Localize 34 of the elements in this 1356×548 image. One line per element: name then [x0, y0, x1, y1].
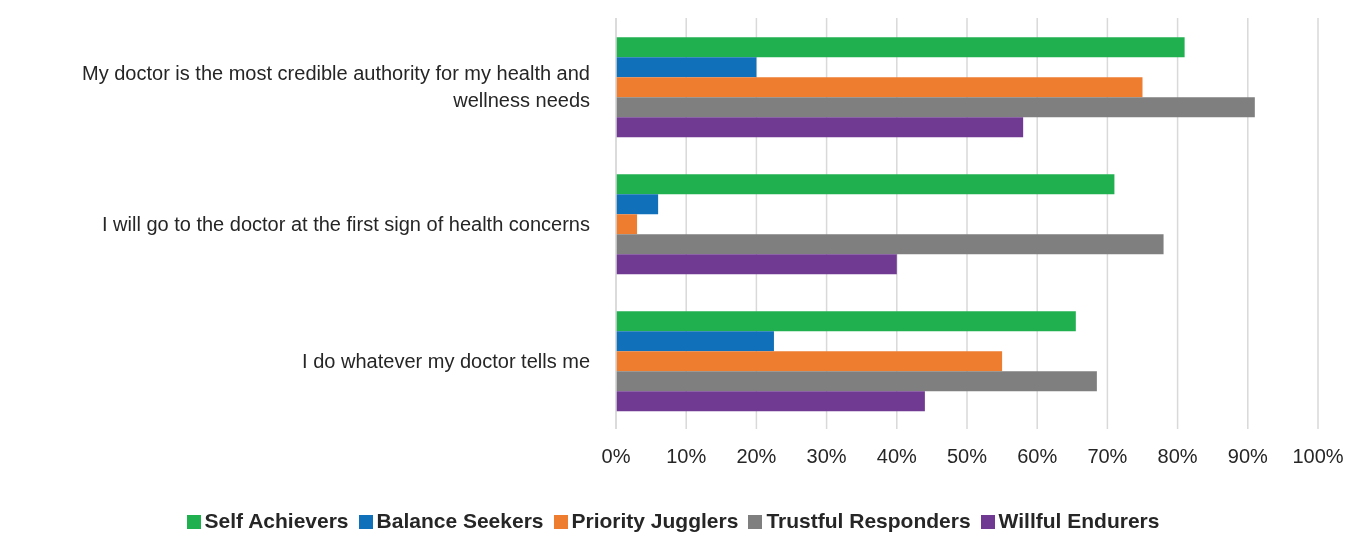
bar: [616, 254, 897, 275]
bar: [616, 214, 638, 235]
bar: [616, 234, 1164, 255]
y-tick-label: I will go to the doctor at the first sign of health concerns: [101, 212, 590, 235]
bar: [616, 351, 1003, 372]
x-tick-label: 90%: [1227, 445, 1269, 468]
bar: [616, 371, 1097, 392]
legend-label: Balance Seekers: [376, 509, 544, 532]
bar: [616, 391, 925, 412]
x-tick-label: 60%: [1017, 445, 1058, 468]
legend-label: Willful Endurers: [998, 509, 1160, 532]
legend-label: Priority Jugglers: [571, 509, 739, 532]
x-tick-label: 70%: [1087, 445, 1128, 468]
x-tick-label: 40%: [876, 445, 918, 468]
bar: [616, 57, 757, 78]
bar: [616, 174, 1115, 195]
x-tick-label: 100%: [1292, 445, 1344, 468]
x-tick-label: 80%: [1157, 445, 1198, 468]
bar: [616, 37, 1185, 58]
bar: [616, 97, 1255, 118]
bar: [616, 311, 1076, 332]
y-tick-label: My doctor is the most credible authority for my health and wellness needs: [81, 62, 590, 111]
bar: [616, 77, 1143, 98]
legend-label: Trustful Responders: [766, 509, 971, 532]
x-tick-label: 0%: [601, 445, 631, 468]
y-tick-label: I do whatever my doctor tells me: [302, 349, 590, 372]
x-tick-label: 10%: [666, 445, 707, 468]
bar: [616, 117, 1024, 138]
x-tick-label: 30%: [806, 445, 847, 468]
x-tick-label: 20%: [736, 445, 777, 468]
bar: [616, 331, 774, 352]
legend-label: Self Achievers: [204, 509, 349, 532]
x-tick-label: 50%: [946, 445, 988, 468]
bar: [616, 194, 659, 215]
